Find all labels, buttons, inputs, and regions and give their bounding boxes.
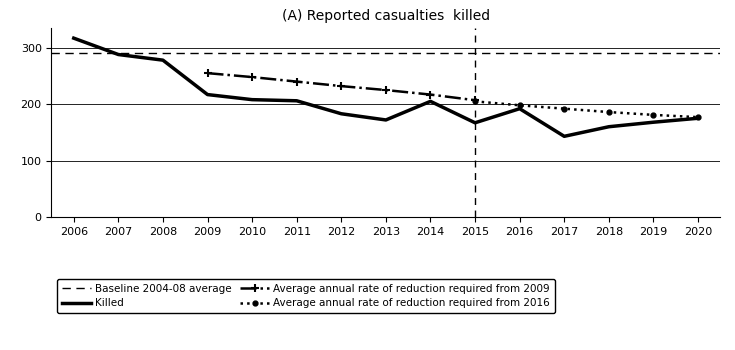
Title: (A) Reported casualties  killed: (A) Reported casualties killed: [282, 9, 490, 23]
Legend: Baseline 2004-08 average, Killed, Average annual rate of reduction required from: Baseline 2004-08 average, Killed, Averag…: [57, 279, 556, 314]
